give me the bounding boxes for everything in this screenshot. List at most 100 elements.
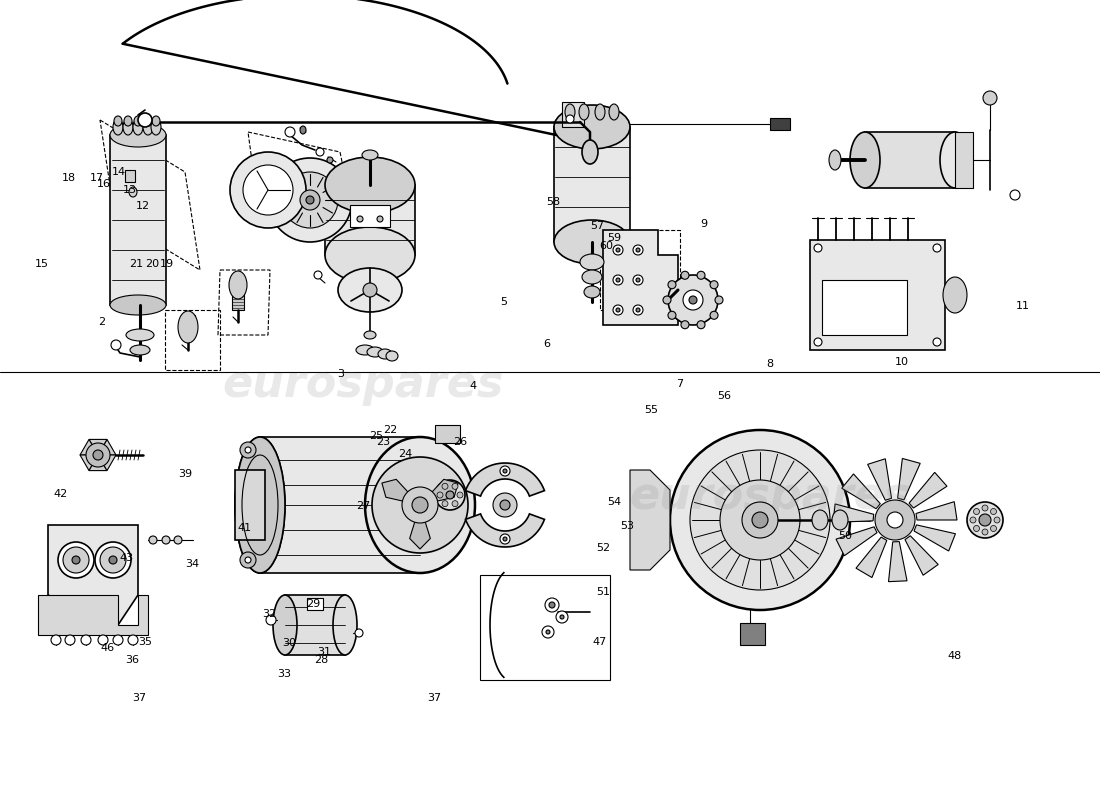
Text: 8: 8 bbox=[767, 359, 773, 369]
Bar bbox=[562, 102, 584, 127]
Ellipse shape bbox=[229, 271, 248, 299]
Ellipse shape bbox=[365, 437, 475, 573]
Circle shape bbox=[974, 509, 979, 514]
Circle shape bbox=[314, 271, 322, 279]
Circle shape bbox=[668, 311, 676, 319]
Ellipse shape bbox=[850, 132, 880, 188]
Circle shape bbox=[814, 338, 822, 346]
Polygon shape bbox=[909, 472, 947, 508]
Text: 54: 54 bbox=[607, 498, 620, 507]
Ellipse shape bbox=[129, 187, 138, 197]
Circle shape bbox=[402, 487, 438, 523]
Ellipse shape bbox=[362, 150, 378, 160]
Text: 23: 23 bbox=[376, 437, 389, 446]
Circle shape bbox=[544, 598, 559, 612]
Circle shape bbox=[95, 542, 131, 578]
Ellipse shape bbox=[812, 510, 828, 530]
Circle shape bbox=[681, 271, 689, 279]
Circle shape bbox=[994, 517, 1000, 523]
Circle shape bbox=[316, 148, 324, 156]
Text: 16: 16 bbox=[97, 179, 110, 189]
Ellipse shape bbox=[151, 119, 161, 135]
Text: 58: 58 bbox=[547, 197, 560, 206]
Text: 47: 47 bbox=[593, 637, 606, 646]
Text: 60: 60 bbox=[600, 242, 613, 251]
Ellipse shape bbox=[134, 116, 142, 126]
Circle shape bbox=[720, 480, 800, 560]
Circle shape bbox=[412, 497, 428, 513]
Ellipse shape bbox=[943, 277, 967, 313]
Polygon shape bbox=[260, 437, 420, 573]
Text: 32: 32 bbox=[263, 610, 276, 619]
Ellipse shape bbox=[554, 220, 630, 264]
Polygon shape bbox=[409, 505, 430, 549]
Polygon shape bbox=[914, 525, 956, 551]
Text: 21: 21 bbox=[130, 259, 143, 269]
Polygon shape bbox=[630, 470, 670, 570]
Circle shape bbox=[970, 517, 976, 523]
Circle shape bbox=[245, 447, 251, 453]
Circle shape bbox=[240, 442, 256, 458]
Text: 30: 30 bbox=[283, 638, 296, 648]
Polygon shape bbox=[80, 439, 98, 455]
Circle shape bbox=[266, 615, 276, 625]
Text: 48: 48 bbox=[948, 651, 961, 661]
Polygon shape bbox=[98, 455, 116, 470]
Circle shape bbox=[86, 443, 110, 467]
Circle shape bbox=[933, 244, 940, 252]
Ellipse shape bbox=[580, 254, 604, 270]
Bar bbox=[810, 240, 945, 350]
Circle shape bbox=[81, 635, 91, 645]
Ellipse shape bbox=[235, 437, 285, 573]
Text: 55: 55 bbox=[645, 405, 658, 414]
Text: 13: 13 bbox=[123, 186, 136, 195]
Circle shape bbox=[65, 635, 75, 645]
Circle shape bbox=[285, 127, 295, 137]
Polygon shape bbox=[89, 439, 107, 455]
Text: 37: 37 bbox=[133, 693, 146, 702]
Polygon shape bbox=[856, 537, 887, 578]
Circle shape bbox=[109, 556, 117, 564]
Circle shape bbox=[632, 245, 644, 255]
Circle shape bbox=[689, 296, 697, 304]
Text: 29: 29 bbox=[307, 599, 320, 609]
Circle shape bbox=[358, 216, 363, 222]
Text: 10: 10 bbox=[895, 357, 909, 366]
Bar bbox=[307, 598, 323, 610]
Text: 5: 5 bbox=[500, 298, 507, 307]
Circle shape bbox=[616, 308, 620, 312]
Circle shape bbox=[814, 244, 822, 252]
Circle shape bbox=[98, 635, 108, 645]
Circle shape bbox=[493, 493, 517, 517]
Ellipse shape bbox=[595, 104, 605, 120]
Polygon shape bbox=[48, 525, 138, 625]
Ellipse shape bbox=[110, 123, 166, 147]
Circle shape bbox=[546, 630, 550, 634]
Ellipse shape bbox=[386, 351, 398, 361]
Circle shape bbox=[452, 483, 458, 490]
Polygon shape bbox=[554, 127, 630, 242]
Circle shape bbox=[503, 537, 507, 541]
Circle shape bbox=[542, 626, 554, 638]
Text: 11: 11 bbox=[1016, 301, 1030, 310]
Ellipse shape bbox=[582, 270, 602, 284]
Ellipse shape bbox=[123, 119, 133, 135]
Polygon shape bbox=[39, 595, 148, 635]
Text: 12: 12 bbox=[136, 202, 150, 211]
Text: eurospares: eurospares bbox=[629, 474, 911, 518]
Circle shape bbox=[670, 430, 850, 610]
Text: 3: 3 bbox=[338, 370, 344, 379]
Ellipse shape bbox=[143, 119, 153, 135]
Circle shape bbox=[446, 491, 454, 499]
Text: 4: 4 bbox=[470, 382, 476, 391]
Text: 37: 37 bbox=[428, 693, 441, 702]
Bar bbox=[740, 623, 764, 645]
Polygon shape bbox=[836, 526, 877, 556]
Circle shape bbox=[636, 308, 640, 312]
Circle shape bbox=[742, 502, 778, 538]
Bar bbox=[182, 315, 195, 335]
Ellipse shape bbox=[579, 104, 588, 120]
Circle shape bbox=[503, 469, 507, 473]
Circle shape bbox=[355, 629, 363, 637]
Circle shape bbox=[452, 501, 458, 506]
